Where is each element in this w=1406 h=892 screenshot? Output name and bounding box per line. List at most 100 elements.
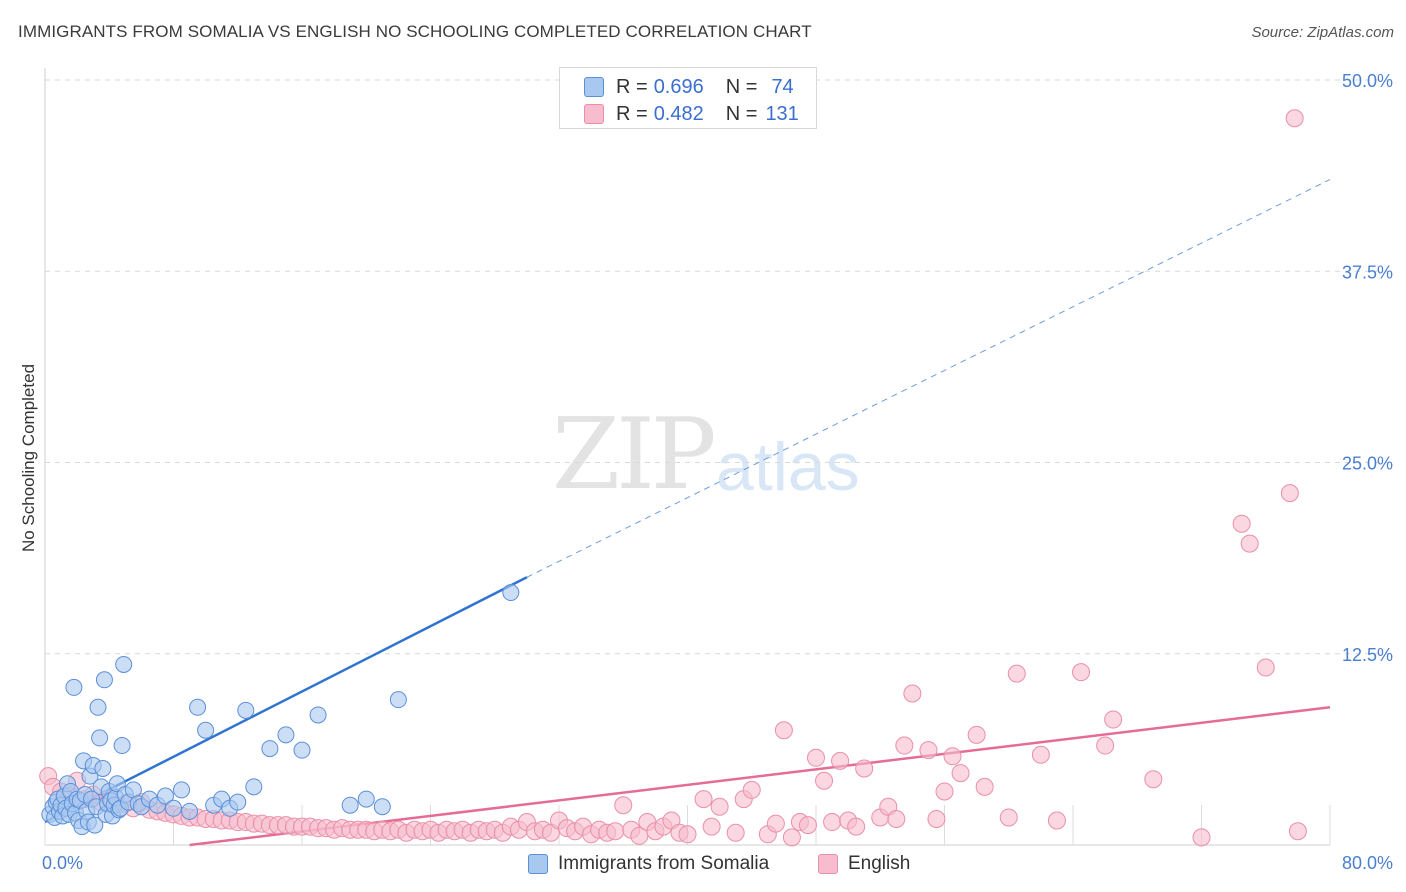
legend-n-label: N = <box>725 75 758 98</box>
data-point <box>951 764 970 783</box>
bottom-legend-label: Immigrants from Somalia <box>558 853 770 874</box>
data-point <box>847 817 866 836</box>
y-tick-label: 12.5% <box>1342 645 1393 665</box>
data-point <box>237 701 255 719</box>
legend-row-english: R = 0.482 N = 131 <box>584 101 799 127</box>
data-point <box>115 655 133 673</box>
data-point <box>277 726 295 744</box>
data-point <box>1280 484 1299 503</box>
bottom-legend-somalia: Immigrants from Somalia <box>528 852 769 876</box>
x-tick-label: 0.0% <box>42 853 83 873</box>
data-point <box>702 817 721 836</box>
data-point <box>999 808 1018 827</box>
data-point <box>165 799 182 817</box>
bottom-legend-swatch-blue <box>528 854 548 874</box>
legend-n-label: N = <box>725 102 758 125</box>
data-point <box>807 748 825 767</box>
data-point <box>1288 822 1307 841</box>
data-point <box>229 793 247 811</box>
data-point <box>935 782 954 801</box>
correlation-legend: R = 0.696 N = 74 R = 0.482 N = 131 <box>559 67 817 129</box>
data-point <box>89 698 107 716</box>
data-point <box>293 741 311 759</box>
data-point <box>181 802 199 820</box>
data-point <box>774 721 793 740</box>
data-point <box>95 671 113 689</box>
data-point <box>1104 710 1123 729</box>
data-point <box>156 787 174 805</box>
data-point <box>373 798 391 816</box>
data-point <box>502 584 520 602</box>
data-point <box>65 678 83 696</box>
data-point <box>943 747 962 766</box>
data-point <box>1096 736 1115 755</box>
data-point <box>1240 534 1259 553</box>
data-point <box>855 759 874 778</box>
data-point <box>919 741 938 760</box>
data-point <box>173 781 191 799</box>
data-point <box>975 777 994 796</box>
data-point <box>798 816 817 835</box>
data-point <box>742 780 761 799</box>
data-point <box>341 796 359 814</box>
source-label: Source: ZipAtlas.com <box>1251 24 1394 41</box>
data-point <box>1047 811 1066 830</box>
data-point <box>1232 514 1251 533</box>
trend-lines <box>44 179 1331 847</box>
data-point <box>782 828 801 847</box>
data-point <box>309 706 327 724</box>
gridlines <box>45 79 1392 655</box>
legend-r-label: R = <box>616 75 648 98</box>
data-point <box>1072 663 1091 682</box>
watermark-atlas: atlas <box>716 429 860 505</box>
data-point <box>766 814 785 833</box>
watermark-zip: ZIP <box>552 398 717 512</box>
data-point <box>1144 770 1163 789</box>
data-point <box>614 796 633 815</box>
data-point <box>1256 658 1275 677</box>
data-point <box>86 816 104 834</box>
somalia-trend-extension <box>526 179 1331 578</box>
data-point <box>197 721 215 739</box>
data-point <box>389 691 407 709</box>
data-point <box>189 698 207 716</box>
legend-r-value: 0.696 <box>653 75 704 98</box>
chart-title: IMMIGRANTS FROM SOMALIA VS ENGLISH NO SC… <box>18 22 812 41</box>
data-point <box>710 797 729 816</box>
data-point <box>1192 828 1211 847</box>
bottom-legend-english: English <box>818 852 910 876</box>
data-point <box>815 771 834 790</box>
somalia-points <box>41 584 520 836</box>
data-point <box>895 736 914 755</box>
legend-row-somalia: R = 0.696 N = 74 <box>584 74 794 100</box>
bottom-legend-swatch-pink <box>818 854 838 874</box>
data-point <box>903 684 922 703</box>
legend-n-value: 131 <box>765 102 799 125</box>
data-point <box>606 822 625 841</box>
data-point <box>823 813 842 832</box>
bottom-legend-label: English <box>848 853 911 874</box>
data-point <box>357 790 375 808</box>
y-tick-label: 25.0% <box>1342 454 1393 474</box>
data-point <box>887 809 906 828</box>
data-point <box>726 823 745 842</box>
legend-r-value: 0.482 <box>653 102 704 125</box>
legend-n-value: 74 <box>771 75 794 98</box>
data-point <box>831 751 850 770</box>
legend-swatch-pink <box>584 104 604 124</box>
legend-r-label: R = <box>616 102 648 125</box>
y-tick-label: 37.5% <box>1342 262 1393 282</box>
data-point <box>1031 745 1050 764</box>
data-point <box>91 729 109 747</box>
data-point <box>678 825 697 844</box>
axes <box>44 68 1331 846</box>
data-point <box>245 778 263 796</box>
data-point <box>113 737 131 755</box>
legend-swatch-blue <box>584 77 604 97</box>
tick-labels: 12.5% 25.0% 37.5% 50.0% 0.0% 80.0% <box>42 71 1393 873</box>
data-point <box>94 760 112 777</box>
english-points <box>39 109 1307 847</box>
data-point <box>1285 109 1304 128</box>
data-point <box>261 740 279 758</box>
